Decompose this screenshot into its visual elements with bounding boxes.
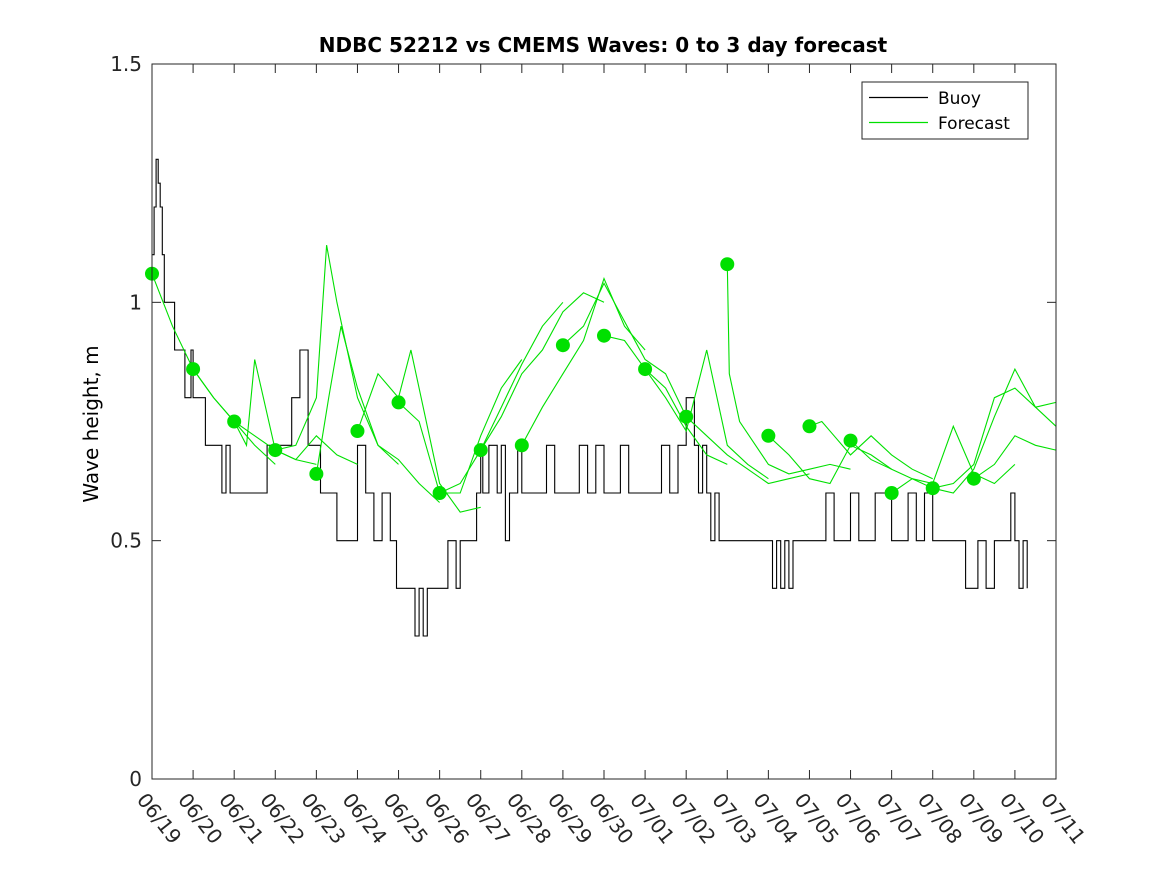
chart-title: NDBC 52212 vs CMEMS Waves: 0 to 3 day fo… xyxy=(319,33,888,57)
forecast-start-point xyxy=(514,438,529,453)
forecast-start-point xyxy=(268,443,283,458)
plot-frame xyxy=(151,63,1057,780)
forecast-series-line xyxy=(480,292,605,451)
forecast-series-line xyxy=(233,359,358,465)
forecast-series-line xyxy=(973,435,1057,480)
y-tick-label: 0.5 xyxy=(110,529,142,553)
forecast-start-point xyxy=(555,338,570,353)
buoy-series-line xyxy=(152,158,1028,637)
y-tick-label: 1.5 xyxy=(110,52,142,76)
y-axis-label: Wave height, m xyxy=(79,345,103,502)
forecast-series-line xyxy=(562,282,687,417)
forecast-start-point xyxy=(802,419,817,434)
y-tick-label: 0 xyxy=(129,767,142,791)
forecast-start-point xyxy=(720,257,735,272)
forecast-start-point xyxy=(884,486,899,500)
forecast-series-line xyxy=(356,349,481,513)
forecast-start-point xyxy=(350,424,365,439)
forecast-start-point xyxy=(925,481,940,496)
forecast-series-line xyxy=(932,367,1057,494)
forecast-series-line xyxy=(768,435,892,485)
forecast-start-point xyxy=(843,433,858,448)
forecast-series-line xyxy=(685,416,810,485)
forecast-series-line xyxy=(521,276,646,446)
forecast-series-line xyxy=(398,359,523,494)
legend-box xyxy=(861,81,1029,140)
y-tick-label: 1 xyxy=(129,290,142,314)
legend-buoy-label: Buoy xyxy=(938,89,981,109)
forecast-series-line xyxy=(809,420,933,480)
legend-forecast-label: Forecast xyxy=(938,114,1010,134)
forecast-start-point xyxy=(761,428,776,443)
forecast-series-line xyxy=(644,349,769,480)
forecast-start-point xyxy=(227,414,242,429)
forecast-start-point xyxy=(966,471,981,486)
forecast-start-point xyxy=(638,362,653,377)
forecast-start-point xyxy=(473,443,488,458)
forecast-start-point xyxy=(309,466,324,481)
forecast-series-line xyxy=(891,387,1057,494)
legend: Buoy Forecast xyxy=(861,81,1029,140)
forecast-start-point xyxy=(432,486,447,500)
forecast-series-line xyxy=(726,264,851,475)
forecast-start-point xyxy=(186,362,201,377)
forecast-start-point xyxy=(679,409,694,424)
forecast-start-point xyxy=(391,395,406,410)
forecast-series-line xyxy=(603,335,728,465)
forecast-series-line xyxy=(439,301,564,494)
forecast-start-point xyxy=(597,328,611,343)
forecast-series-line xyxy=(315,326,440,503)
